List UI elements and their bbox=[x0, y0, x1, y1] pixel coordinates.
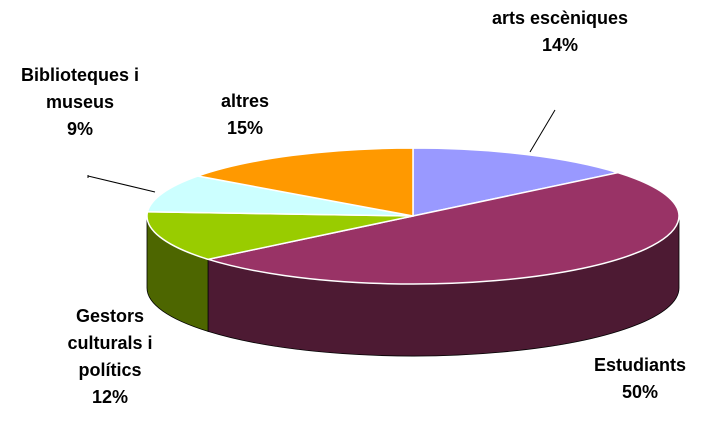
leader-line bbox=[529, 109, 556, 153]
slice-label: Biblioteques i museus 9% bbox=[0, 62, 160, 143]
label-name: Biblioteques i museus bbox=[20, 65, 139, 112]
slice-label: Gestors culturals i polítics 12% bbox=[40, 303, 180, 411]
label-name: Gestors culturals i polítics bbox=[67, 306, 153, 380]
pie-slice bbox=[146, 175, 414, 217]
slice-label: Estudiants 50% bbox=[565, 352, 703, 406]
label-name: altres bbox=[220, 91, 270, 111]
label-value: 15% bbox=[226, 118, 264, 138]
slice-label: arts escèniques 14% bbox=[485, 5, 635, 59]
pie bbox=[146, 147, 680, 357]
label-name: Estudiants bbox=[593, 355, 686, 375]
leader-line bbox=[87, 175, 156, 193]
pie-slice bbox=[205, 171, 680, 285]
label-value: 14% bbox=[541, 35, 579, 55]
pie-slice bbox=[146, 210, 414, 261]
slice-label: altres 15% bbox=[190, 88, 300, 142]
label-value: 50% bbox=[621, 382, 659, 402]
label-name: arts escèniques bbox=[491, 8, 629, 28]
label-value: 9% bbox=[66, 119, 93, 139]
pie-slice bbox=[194, 147, 414, 217]
pie-slice bbox=[412, 147, 621, 217]
label-value: 12% bbox=[91, 387, 129, 407]
